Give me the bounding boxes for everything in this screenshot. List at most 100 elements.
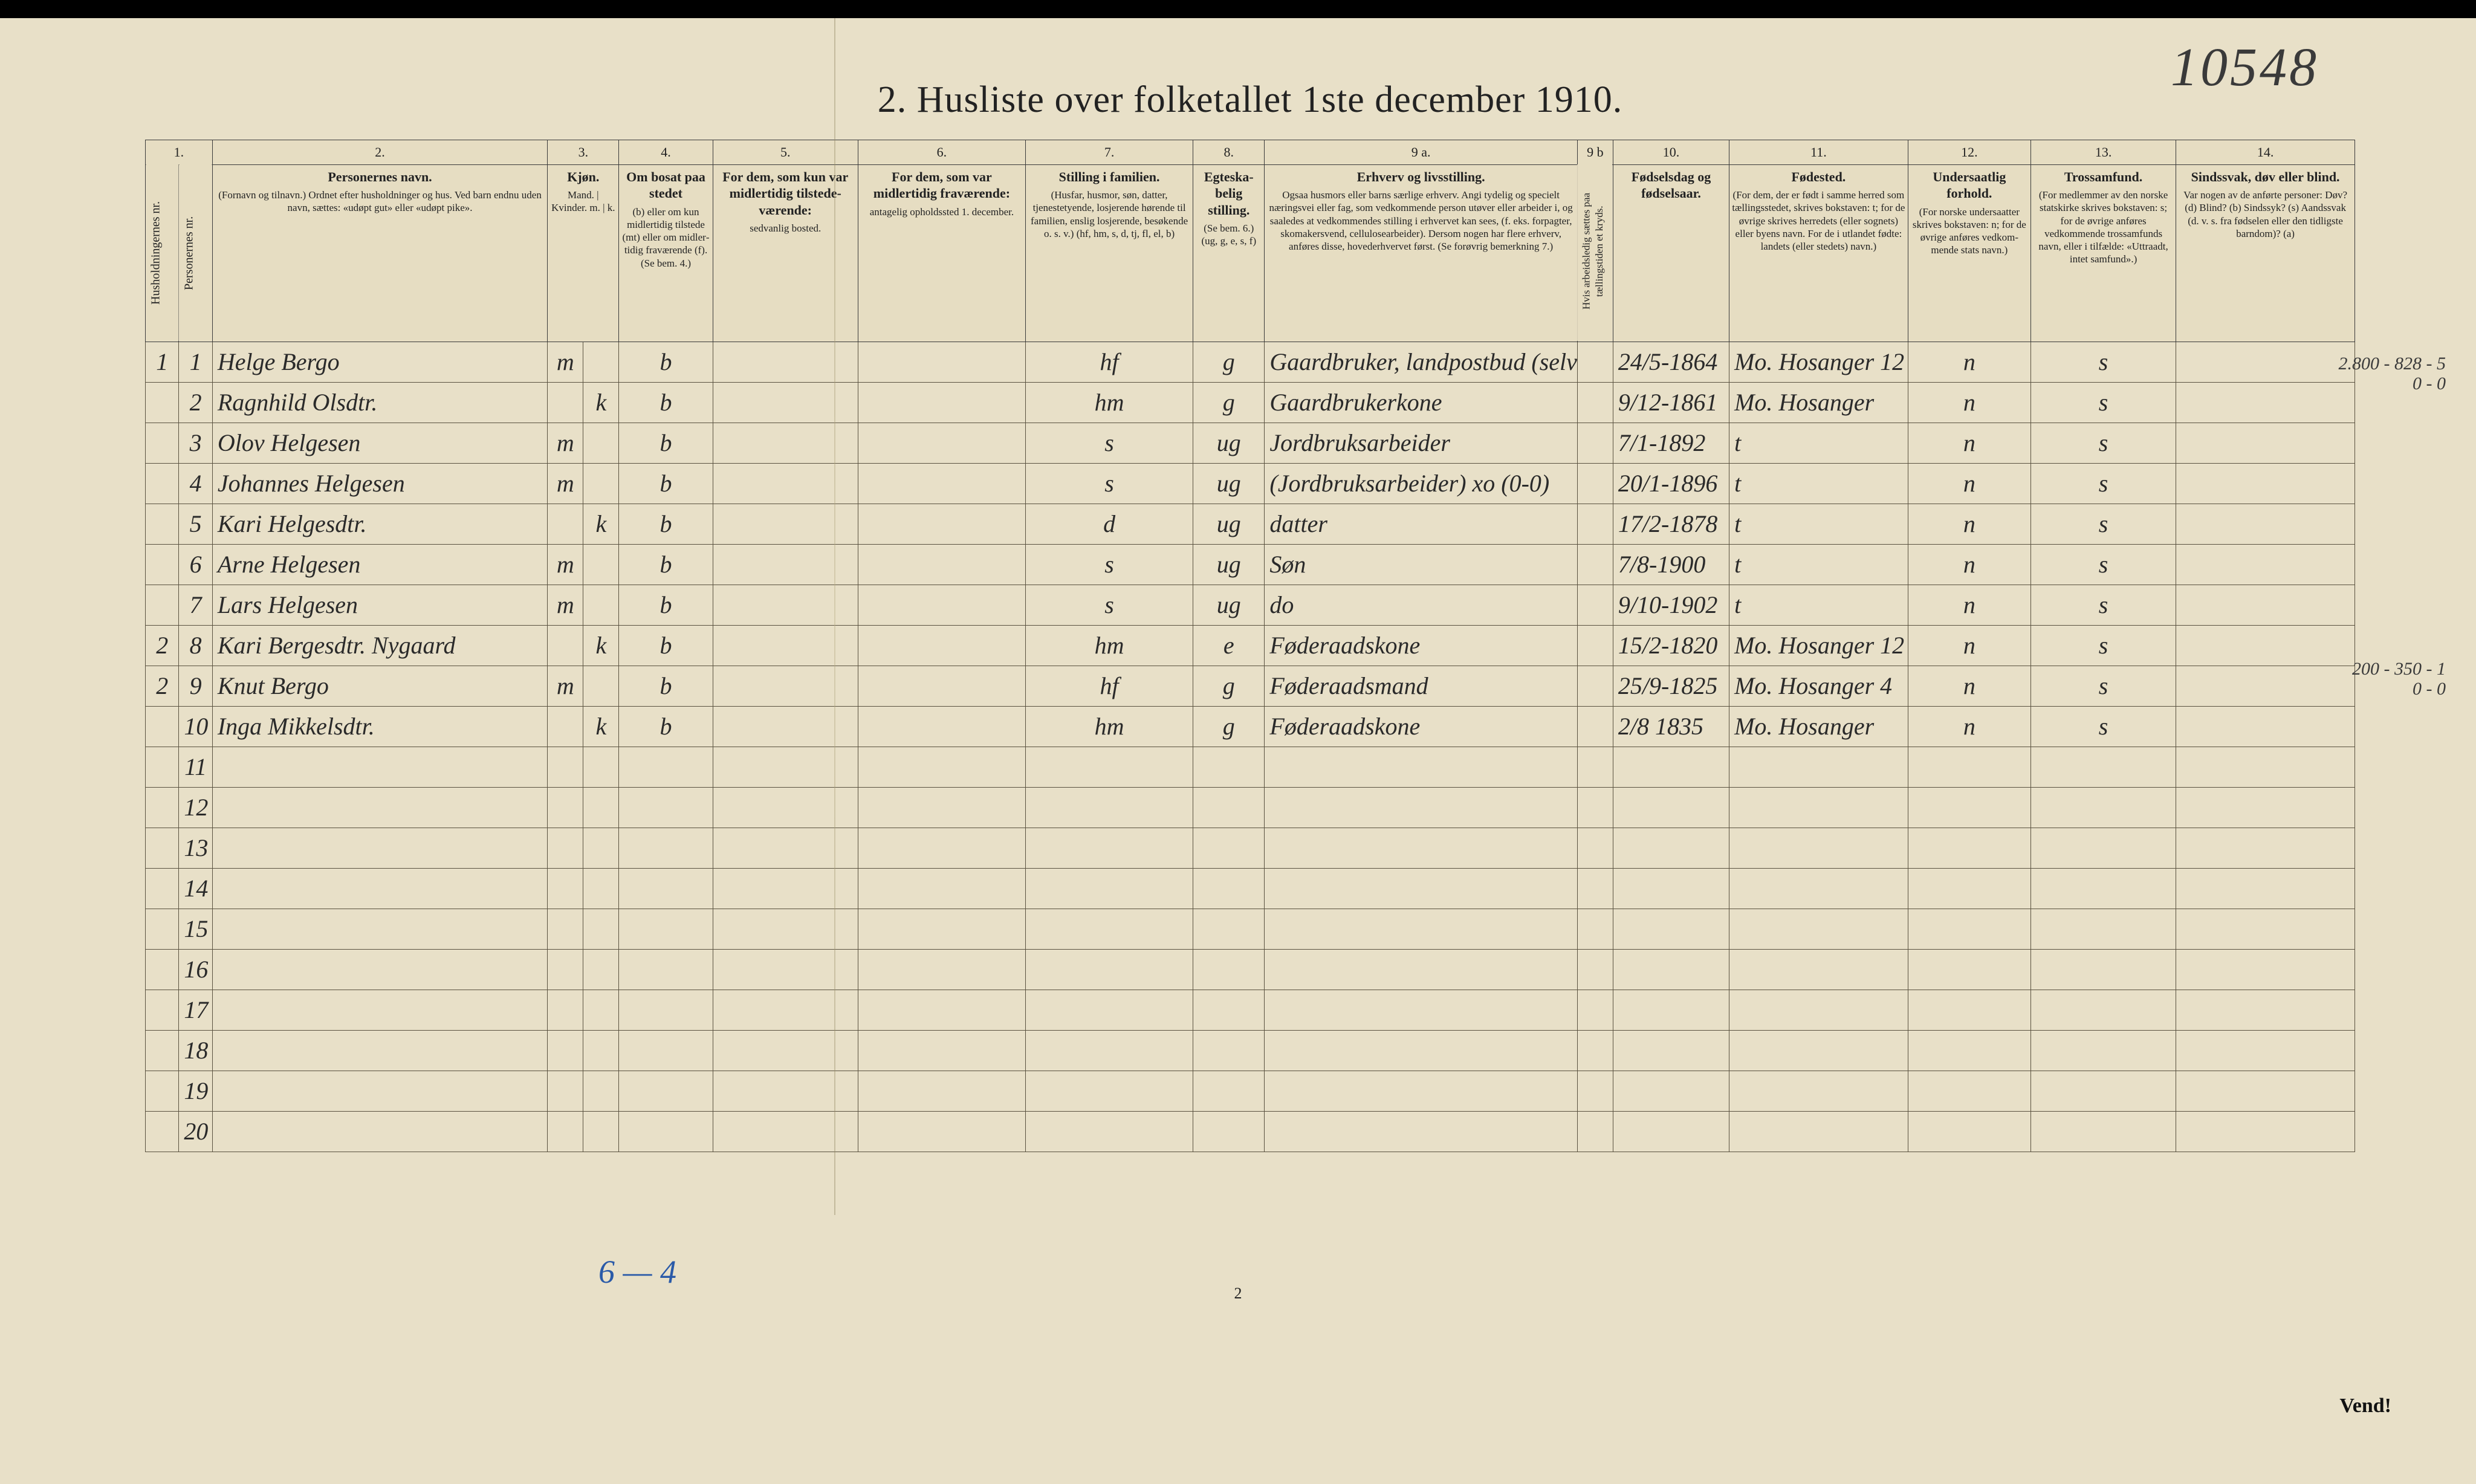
cell-household-nr [146, 909, 179, 949]
table-row: 4Johannes Helgesenmbsug(Jordbruksarbeide… [146, 463, 2355, 504]
cell-blank [1577, 747, 1613, 787]
cell-blank [1729, 787, 1908, 828]
cell-blank [1729, 909, 1908, 949]
cell-blank [713, 1111, 858, 1152]
cell-sex-m [548, 706, 583, 747]
colnum-5: 5. [713, 140, 858, 165]
cell-occupation: Jordbruksarbeider [1265, 423, 1577, 463]
cell-temp-absent [858, 504, 1025, 544]
cell-name: Kari Bergesdtr. Nygaard [212, 625, 547, 666]
cell-blank [1613, 1071, 1729, 1111]
cell-blank [1613, 787, 1729, 828]
head-person-nr: Personernes nr. [179, 164, 212, 342]
cell-blank [1265, 828, 1577, 868]
table-row: 3Olov HelgesenmbsugJordbruksarbeider7/1-… [146, 423, 2355, 463]
cell-blank [713, 1071, 858, 1111]
cell-blank [1729, 747, 1908, 787]
cell-person-nr: 6 [179, 544, 212, 585]
cell-blank [1908, 949, 2030, 990]
cell-unemployed-mark [1577, 463, 1613, 504]
table-row: 13 [146, 828, 2355, 868]
cell-household-nr: 2 [146, 625, 179, 666]
cell-blank [619, 909, 713, 949]
cell-citizenship: n [1908, 423, 2030, 463]
cell-sex-m [548, 504, 583, 544]
cell-birthplace: t [1729, 585, 1908, 625]
margin-note: 2.800 - 828 - 5 0 - 0 [2339, 354, 2446, 394]
cell-blank [1908, 1071, 2030, 1111]
cell-blank [858, 1030, 1025, 1071]
cell-name: Arne Helgesen [212, 544, 547, 585]
cell-temp-absent [858, 423, 1025, 463]
cell-household-nr [146, 544, 179, 585]
cell-blank [1613, 868, 1729, 909]
cell-unemployed-mark [1577, 342, 1613, 382]
cell-blank [1577, 990, 1613, 1030]
cell-occupation: do [1265, 585, 1577, 625]
colnum-11: 11. [1729, 140, 1908, 165]
cell-residence-status: b [619, 666, 713, 706]
tally-note: 6 — 4 [598, 1253, 676, 1291]
cell-blank [2176, 909, 2355, 949]
cell-blank [2176, 747, 2355, 787]
cell-blank [583, 990, 619, 1030]
cell-unemployed-mark [1577, 585, 1613, 625]
cell-birthplace: Mo. Hosanger [1729, 706, 1908, 747]
cell-birthplace: Mo. Hosanger 12 [1729, 342, 1908, 382]
table-row: 15 [146, 909, 2355, 949]
cell-blank [1729, 949, 1908, 990]
cell-residence-status: b [619, 463, 713, 504]
table-row: 11 [146, 747, 2355, 787]
cell-family-position: s [1026, 585, 1193, 625]
cell-household-nr [146, 463, 179, 504]
cell-household-nr [146, 585, 179, 625]
cell-blank [1193, 747, 1265, 787]
cell-blank [713, 949, 858, 990]
cell-marital-status: ug [1193, 544, 1265, 585]
cell-blank [1265, 990, 1577, 1030]
cell-blank [713, 828, 858, 868]
page-number-bottom: 2 [1234, 1285, 1242, 1303]
cell-religion: s [2030, 382, 2176, 423]
cell-sex-k: k [583, 382, 619, 423]
cell-blank [2176, 1071, 2355, 1111]
cell-sex-m [548, 625, 583, 666]
cell-blank [1026, 828, 1193, 868]
colnum-3: 3. [548, 140, 619, 165]
cell-blank [2030, 828, 2176, 868]
cell-blank [713, 909, 858, 949]
cell-blank [619, 1111, 713, 1152]
cell-birthdate: 9/12-1861 [1613, 382, 1729, 423]
cell-occupation: (Jordbruksarbeider) xo (0-0) [1265, 463, 1577, 504]
cell-occupation: Føderaadskone [1265, 625, 1577, 666]
cell-birthplace: t [1729, 463, 1908, 504]
cell-blank [619, 949, 713, 990]
cell-blank [1577, 868, 1613, 909]
cell-birthdate: 9/10-1902 [1613, 585, 1729, 625]
table-row: 16 [146, 949, 2355, 990]
cell-marital-status: ug [1193, 585, 1265, 625]
cell-residence-status: b [619, 625, 713, 666]
cell-blank [1729, 828, 1908, 868]
cell-blank [1193, 949, 1265, 990]
cell-blank [858, 1071, 1025, 1111]
cell-family-position: hm [1026, 382, 1193, 423]
head-birthdate: Fødsels­dag og fødsels­aar. [1613, 164, 1729, 342]
cell-sex-k [583, 423, 619, 463]
cell-unemployed-mark [1577, 666, 1613, 706]
cell-occupation: Gaardbruker, landpostbud (selveier) [1265, 342, 1577, 382]
table-row: 29Knut BergombhfgFøderaadsmand25/9-1825M… [146, 666, 2355, 706]
cell-marital-status: e [1193, 625, 1265, 666]
cell-blank [1577, 1111, 1613, 1152]
cell-residence-status: b [619, 382, 713, 423]
cell-blank [858, 868, 1025, 909]
cell-household-nr [146, 1030, 179, 1071]
cell-sex-k [583, 585, 619, 625]
colnum-13: 13. [2030, 140, 2176, 165]
colnum-2: 2. [212, 140, 547, 165]
head-occupation: Erhverv og livsstilling. Ogsaa husmors e… [1265, 164, 1577, 342]
cell-blank [619, 787, 713, 828]
cell-citizenship: n [1908, 504, 2030, 544]
cell-blank [583, 828, 619, 868]
cell-name: Olov Helgesen [212, 423, 547, 463]
